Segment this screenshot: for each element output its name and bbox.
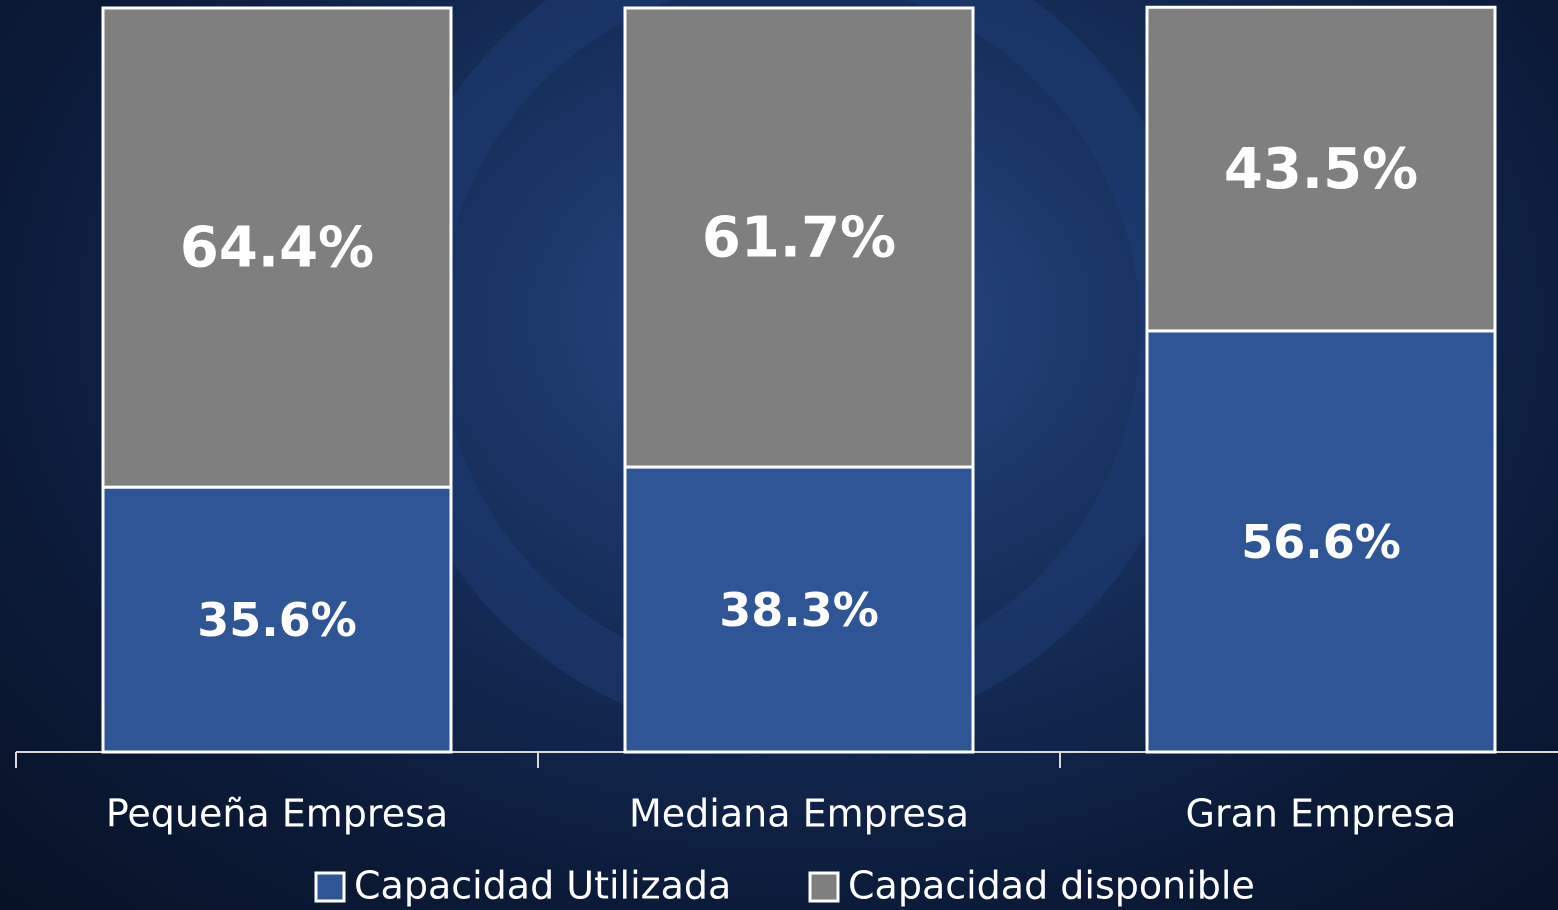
bar-segment: [1145, 5, 1497, 333]
value-label: 38.3%: [719, 583, 879, 637]
value-label: 64.4%: [180, 216, 374, 281]
bar-segment: [101, 6, 453, 489]
x-tick-label: Mediana Empresa: [629, 792, 969, 836]
value-label: 61.7%: [702, 206, 896, 271]
legend-swatch: [808, 871, 840, 903]
bar-segment: [101, 485, 453, 754]
legend-swatch: [314, 871, 346, 903]
value-label: 43.5%: [1224, 137, 1418, 202]
value-label: 56.6%: [1241, 515, 1401, 569]
x-tick-label: Gran Empresa: [1186, 792, 1457, 836]
bar-segment: [623, 6, 975, 469]
legend-label: Capacidad Utilizada: [354, 864, 731, 908]
legend-label: Capacidad disponible: [848, 864, 1255, 908]
x-tick-label: Pequeña Empresa: [106, 792, 448, 836]
value-label: 35.6%: [197, 593, 357, 647]
